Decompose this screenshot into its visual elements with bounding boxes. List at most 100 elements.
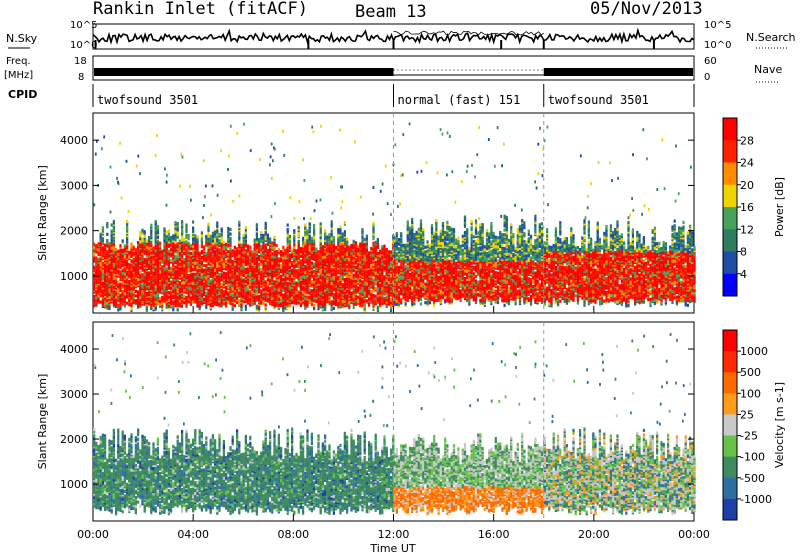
data-cell (156, 249, 159, 253)
data-cell (115, 283, 118, 287)
noise-tick-bottom-left: 10^0 (70, 40, 97, 51)
data-cell (238, 254, 241, 258)
data-cell (95, 302, 98, 306)
data-cell (240, 266, 243, 270)
data-cell (174, 241, 177, 245)
data-cell (326, 235, 329, 239)
data-cell (123, 255, 126, 259)
data-cell (280, 288, 283, 292)
data-cell (280, 263, 283, 268)
data-cell (255, 292, 258, 296)
data-cell (258, 294, 261, 299)
data-cell (209, 239, 212, 243)
data-cell (227, 296, 230, 300)
data-cell (229, 237, 232, 241)
data-cell (247, 258, 250, 262)
data-cell (337, 265, 340, 269)
data-cell (192, 220, 195, 224)
data-cell (370, 260, 373, 264)
data-cell (306, 272, 309, 276)
data-cell (242, 253, 245, 258)
data-cell (271, 241, 274, 245)
data-cell (205, 264, 208, 268)
data-cell (264, 303, 267, 307)
data-cell (141, 244, 144, 248)
data-cell (302, 255, 305, 259)
data-cell (335, 302, 338, 307)
data-cell (205, 238, 208, 242)
data-cell (363, 302, 366, 306)
data-cell (106, 222, 109, 226)
data-cell (247, 252, 250, 256)
data-cell (330, 254, 333, 258)
data-cell (176, 231, 179, 235)
data-cell (293, 243, 296, 247)
data-cell (341, 300, 344, 304)
data-cell (121, 277, 124, 282)
data-cell (200, 265, 203, 269)
data-cell (295, 286, 298, 290)
data-cell (277, 300, 280, 304)
data-cell (379, 278, 382, 283)
data-cell (117, 303, 120, 307)
data-cell (339, 248, 342, 252)
data-cell (315, 290, 318, 294)
data-cell (101, 237, 104, 241)
data-cell (214, 262, 217, 266)
data-cell (277, 291, 280, 295)
data-cell (141, 300, 144, 305)
data-cell (220, 246, 223, 250)
data-cell (238, 276, 241, 280)
data-cell (161, 289, 164, 293)
data-cell (128, 293, 131, 298)
data-cell (317, 274, 320, 278)
data-cell (227, 274, 230, 278)
data-cell (189, 247, 192, 251)
data-cell (332, 285, 335, 289)
data-cell (205, 241, 208, 245)
data-cell (275, 250, 278, 254)
data-cell (227, 231, 230, 235)
data-cell (150, 223, 153, 227)
data-cell (295, 269, 298, 273)
data-cell (330, 306, 333, 310)
data-cell (128, 284, 131, 288)
data-cell (183, 258, 186, 262)
data-cell (220, 278, 223, 282)
data-cell (286, 294, 289, 298)
data-cell (207, 228, 210, 232)
data-cell (308, 259, 311, 263)
data-cell (115, 247, 118, 252)
data-cell (156, 257, 159, 261)
data-cell (354, 244, 357, 248)
data-cell (207, 227, 210, 231)
data-cell (249, 264, 252, 268)
data-cell (282, 248, 285, 252)
data-cell (341, 283, 344, 287)
data-cell (286, 248, 289, 252)
data-cell (271, 252, 274, 256)
data-cell (361, 248, 364, 252)
data-cell (165, 239, 168, 243)
data-cell (150, 283, 153, 287)
data-cell (346, 251, 349, 255)
data-cell (99, 300, 102, 304)
data-cell (97, 257, 100, 261)
data-cell (319, 262, 322, 266)
data-cell (194, 234, 197, 238)
data-cell (170, 235, 173, 240)
data-cell (332, 276, 335, 280)
data-cell (165, 242, 168, 246)
data-cell (262, 283, 265, 287)
data-cell (176, 242, 179, 246)
data-cell (330, 229, 333, 233)
data-cell (121, 241, 124, 245)
data-cell (220, 250, 223, 254)
data-cell (216, 224, 219, 228)
data-cell (361, 289, 364, 293)
data-cell (209, 251, 212, 255)
data-cell (170, 280, 173, 284)
data-cell (297, 232, 300, 236)
data-cell (288, 234, 291, 239)
data-cell (379, 249, 382, 253)
